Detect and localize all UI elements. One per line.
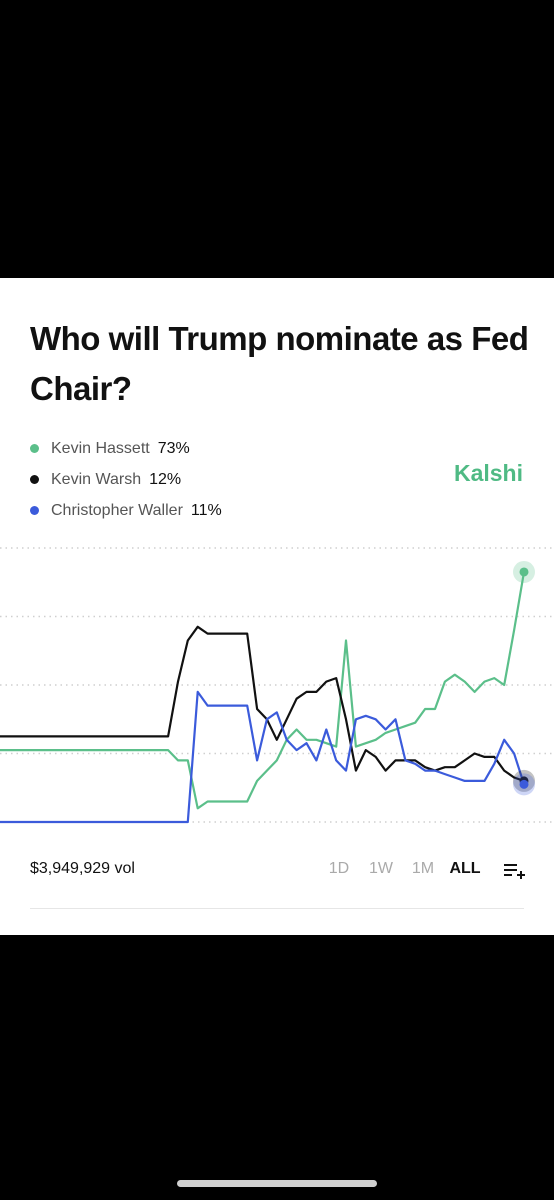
legend-value: 73% (157, 439, 190, 457)
legend-dot (30, 475, 39, 484)
volume: $3,949,929 vol (30, 860, 135, 877)
legend-item: Christopher Waller 11% (30, 495, 222, 526)
range-button[interactable]: 1D (328, 860, 350, 877)
legend: Kevin Hassett 73% Kevin Warsh 12% Christophe… (30, 433, 222, 526)
range-button[interactable]: ALL (449, 860, 481, 877)
series-line (0, 625, 525, 782)
brand: Kalshi (453, 460, 523, 486)
chart-card: Who will Trump nominate as Fed Chair? Ke… (0, 278, 554, 935)
legend-value: 11% (190, 501, 222, 519)
legend-name: Kevin Warsh (51, 470, 142, 488)
legend-value: 12% (149, 470, 182, 488)
legend-name: Christopher Waller (51, 501, 183, 519)
series-line (0, 690, 526, 824)
plot (0, 547, 554, 824)
range-selector: 1D 1W 1M ALL (318, 860, 486, 878)
series-line (0, 571, 526, 810)
legend-dot (30, 506, 39, 515)
home-indicator (177, 1180, 377, 1187)
legend-item: Kevin Hassett 73% (30, 433, 222, 464)
range-button[interactable]: 1M (411, 860, 435, 877)
legend-dot (30, 444, 39, 453)
end-dot (519, 779, 529, 789)
legend-name: Kevin Hassett (51, 439, 150, 457)
add-icon[interactable] (503, 862, 525, 880)
range-button[interactable]: 1W (369, 860, 393, 877)
legend-item: Kevin Warsh 12% (30, 464, 222, 495)
chart-title: Who will Trump nominate as Fed Chair? (30, 320, 529, 407)
divider (30, 908, 524, 909)
end-dot (519, 567, 529, 577)
